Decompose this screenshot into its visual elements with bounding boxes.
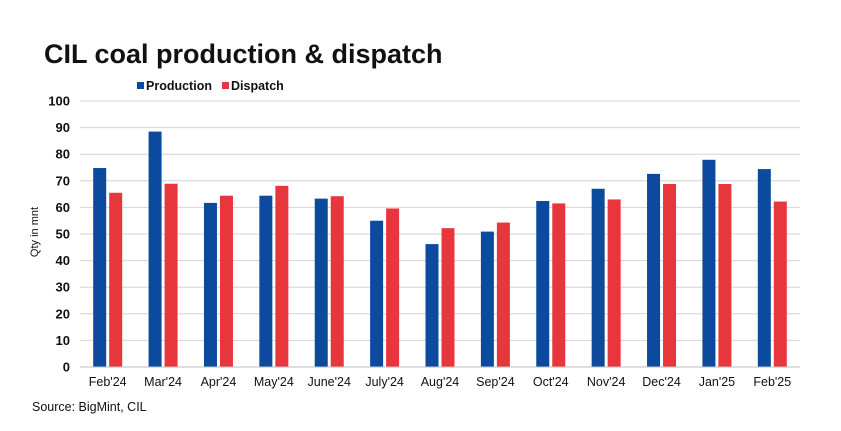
bar-dispatch-0 [109,192,123,367]
y-tick-label: 10 [56,333,70,348]
y-tick-label: 0 [63,360,70,375]
x-tick-label: Nov'24 [587,375,626,389]
y-tick-label: 80 [56,147,70,162]
gridlines [80,100,800,341]
x-tick-label: Dec'24 [642,375,681,389]
y-tick-label: 60 [56,200,70,215]
bar-dispatch-6 [441,228,455,367]
bar-dispatch-12 [773,201,787,367]
x-tick-label: Oct'24 [533,375,569,389]
bar-dispatch-8 [552,203,566,367]
y-tick-label: 50 [56,227,70,242]
bar-dispatch-5 [386,208,400,367]
x-tick-label: May'24 [254,375,294,389]
x-tick-label: July'24 [365,375,404,389]
bar-dispatch-7 [496,222,510,367]
legend-swatch-production [137,82,144,89]
y-tick-label: 30 [56,280,70,295]
x-tick-label: Jan'25 [699,375,735,389]
y-tick-label: 90 [56,120,70,135]
y-axis: 0 10 20 30 40 50 60 70 80 90 100 [48,94,70,375]
x-tick-label: Feb'25 [753,375,791,389]
bar-production-5 [370,220,384,367]
y-tick-label: 40 [56,253,70,268]
bar-dispatch-11 [718,183,732,367]
bar-production-9 [591,188,605,367]
bar-dispatch-9 [607,199,621,367]
bars [93,131,787,367]
bar-dispatch-1 [164,183,178,367]
bar-production-4 [314,198,328,367]
x-axis: Feb'24 Mar'24 Apr'24 May'24 June'24 July'24 Au… [89,375,791,389]
x-tick-label: Sep'24 [476,375,515,389]
bar-production-11 [702,159,716,367]
y-tick-label: 100 [48,94,70,109]
bar-dispatch-4 [330,196,344,367]
chart-title: CIL coal production & dispatch [44,39,443,69]
legend-swatch-dispatch [222,82,229,89]
bar-production-8 [536,201,550,367]
bar-production-7 [480,231,494,367]
y-tick-label: 20 [56,306,70,321]
bar-dispatch-10 [663,183,677,367]
y-tick-label: 70 [56,173,70,188]
y-axis-label: Qty in mnt [29,207,41,257]
legend-label-dispatch: Dispatch [231,79,284,93]
bar-production-2 [203,202,217,367]
x-tick-label: Apr'24 [201,375,237,389]
bar-production-12 [757,169,771,367]
source-note: Source: BigMint, CIL [32,400,147,414]
bar-production-6 [425,244,439,367]
bar-dispatch-3 [275,185,289,367]
x-tick-label: June'24 [308,375,351,389]
bar-production-1 [148,131,162,367]
x-tick-label: Feb'24 [89,375,127,389]
bar-dispatch-2 [219,195,233,367]
legend: Production Dispatch [137,79,284,93]
bar-production-10 [647,173,661,367]
bar-production-0 [93,168,107,367]
x-tick-label: Aug'24 [421,375,460,389]
x-tick-label: Mar'24 [144,375,182,389]
legend-label-production: Production [146,79,212,93]
bar-production-3 [259,195,273,367]
